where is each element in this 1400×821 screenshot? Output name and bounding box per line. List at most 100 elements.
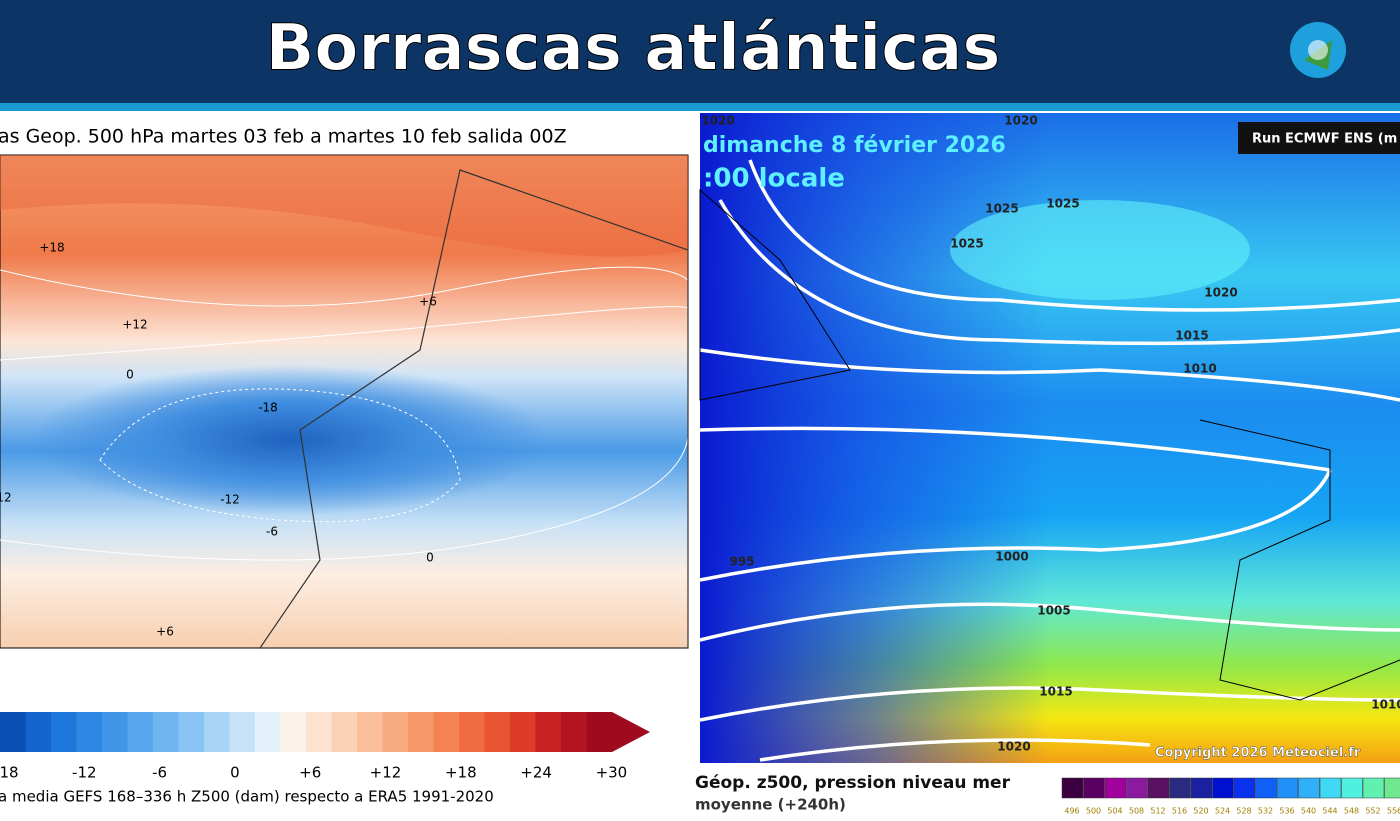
colorbar-tick-label: 520 [1193,807,1208,816]
colorbar-swatch [77,712,103,752]
contour-label: +12 [122,318,147,332]
colorbar-swatch [204,712,230,752]
colorbar-swatch [459,712,485,752]
colorbar-swatch [102,712,128,752]
left-caption: a media GEFS 168–336 h Z500 (dam) respec… [0,788,494,806]
colorbar-tick-label: +30 [596,764,628,782]
colorbar-swatch [332,712,358,752]
colorbar-tick-label: +24 [520,764,552,782]
colorbar-swatch [128,712,154,752]
contour-label: +6 [156,625,174,639]
colorbar-tick-label: 504 [1107,807,1122,816]
contour-label: +18 [39,241,64,255]
colorbar-swatch [306,712,332,752]
colorbar-swatch [1191,778,1212,798]
isobar-label: 1020 [1204,286,1237,300]
colorbar-swatch [255,712,281,752]
colorbar-swatch [434,712,460,752]
colorbar-swatch [1320,778,1341,798]
logo [1290,22,1346,78]
colorbar-tick-label: -6 [152,764,167,782]
colorbar-swatch [1363,778,1384,798]
contour-label: -6 [266,525,278,539]
map-date: dimanche 8 février 2026 [703,133,1006,158]
copyright: Copyright 2026 Meteociel.fr [1155,746,1361,761]
colorbar-swatch [1127,778,1148,798]
colorbar-tick-label: +18 [445,764,477,782]
left-colorbar-ticks: 18 -12 -6 0 +6 +12 +18 +24 +30 [0,764,627,782]
header-strip [0,103,1400,111]
colorbar-swatch [1385,778,1400,798]
colorbar-swatch [561,712,587,752]
contour-label: 0 [426,551,434,565]
isobar-label: 1020 [997,740,1030,754]
right-colorbar: 496 500 504 508 512 516 520 524 528 532 536 540 544 5… [1062,778,1400,816]
colorbar-swatch [179,712,205,752]
colorbar-swatch [1105,778,1126,798]
colorbar-tick-label: 556 [1387,807,1400,816]
colorbar-tick-label: 508 [1129,807,1144,816]
colorbar-swatch [1342,778,1363,798]
contour-label: +6 [419,295,437,309]
colorbar-tick-label: 532 [1258,807,1273,816]
isobar-label: 1020 [701,114,734,128]
colorbar-swatch [1299,778,1320,798]
isobar-label: 1020 [1004,114,1037,128]
colorbar-swatch [1084,778,1105,798]
colorbar-swatch [510,712,536,752]
colorbar-swatch [1213,778,1234,798]
colorbar-swatch [281,712,307,752]
colorbar-swatch [1256,778,1277,798]
colorbar-tick-label: +12 [370,764,402,782]
colorbar-tick-label: 512 [1150,807,1165,816]
colorbar-swatch [383,712,409,752]
colorbar-swatch [1234,778,1255,798]
colorbar-tick-label: 500 [1086,807,1101,816]
colorbar-tick-label: 516 [1172,807,1187,816]
colorbar-swatch [153,712,179,752]
isobar-label: 1025 [950,237,983,251]
colorbar-swatch [51,712,77,752]
colorbar-tick-label: 528 [1236,807,1251,816]
colorbar-arrow [612,712,650,752]
contour-label: 12 [0,491,12,505]
isobar-label: 1010 [1183,362,1216,376]
colorbar-swatch [587,712,613,752]
contour-label: -18 [258,401,278,415]
colorbar-tick-label: 548 [1344,807,1359,816]
isobar-label: 1025 [1046,197,1079,211]
contour-label: -12 [220,493,240,507]
right-caption-2: moyenne (+240h) [695,796,846,814]
left-title: as Geop. 500 hPa martes 03 feb a martes … [0,126,567,148]
colorbar-tick-label: 18 [0,764,19,782]
isobar-label: 1005 [1037,604,1070,618]
anomaly-low [30,365,550,515]
map-time: :00 locale [703,164,845,194]
colorbar-tick-label: +6 [299,764,321,782]
colorbar-tick-label: -12 [72,764,97,782]
isobar-label: 1000 [995,550,1028,564]
colorbar-swatch [230,712,256,752]
colorbar-tick-label: 540 [1301,807,1316,816]
isobar-label: 1025 [985,202,1018,216]
contour-label: 0 [126,368,134,382]
colorbar-swatch [357,712,383,752]
colorbar-swatch [408,712,434,752]
colorbar-swatch [1277,778,1298,798]
colorbar-tick-label: 536 [1279,807,1294,816]
colorbar-tick-label: 544 [1322,807,1337,816]
colorbar-tick-label: 524 [1215,807,1230,816]
isobar-label: 995 [729,555,754,569]
left-colorbar [0,712,613,752]
colorbar-swatch [1148,778,1169,798]
colorbar-tick-label: 496 [1064,807,1079,816]
right-caption-1: Géop. z500, pression niveau mer [695,773,1011,793]
colorbar-tick-label: 552 [1365,807,1380,816]
colorbar-tick-label: 0 [230,764,240,782]
colorbar-swatch [26,712,52,752]
colorbar-swatch [1170,778,1191,798]
isobar-label: 1015 [1175,329,1208,343]
isobar-label: 1010 [1371,698,1400,712]
run-label: Run ECMWF ENS (m [1252,132,1397,147]
